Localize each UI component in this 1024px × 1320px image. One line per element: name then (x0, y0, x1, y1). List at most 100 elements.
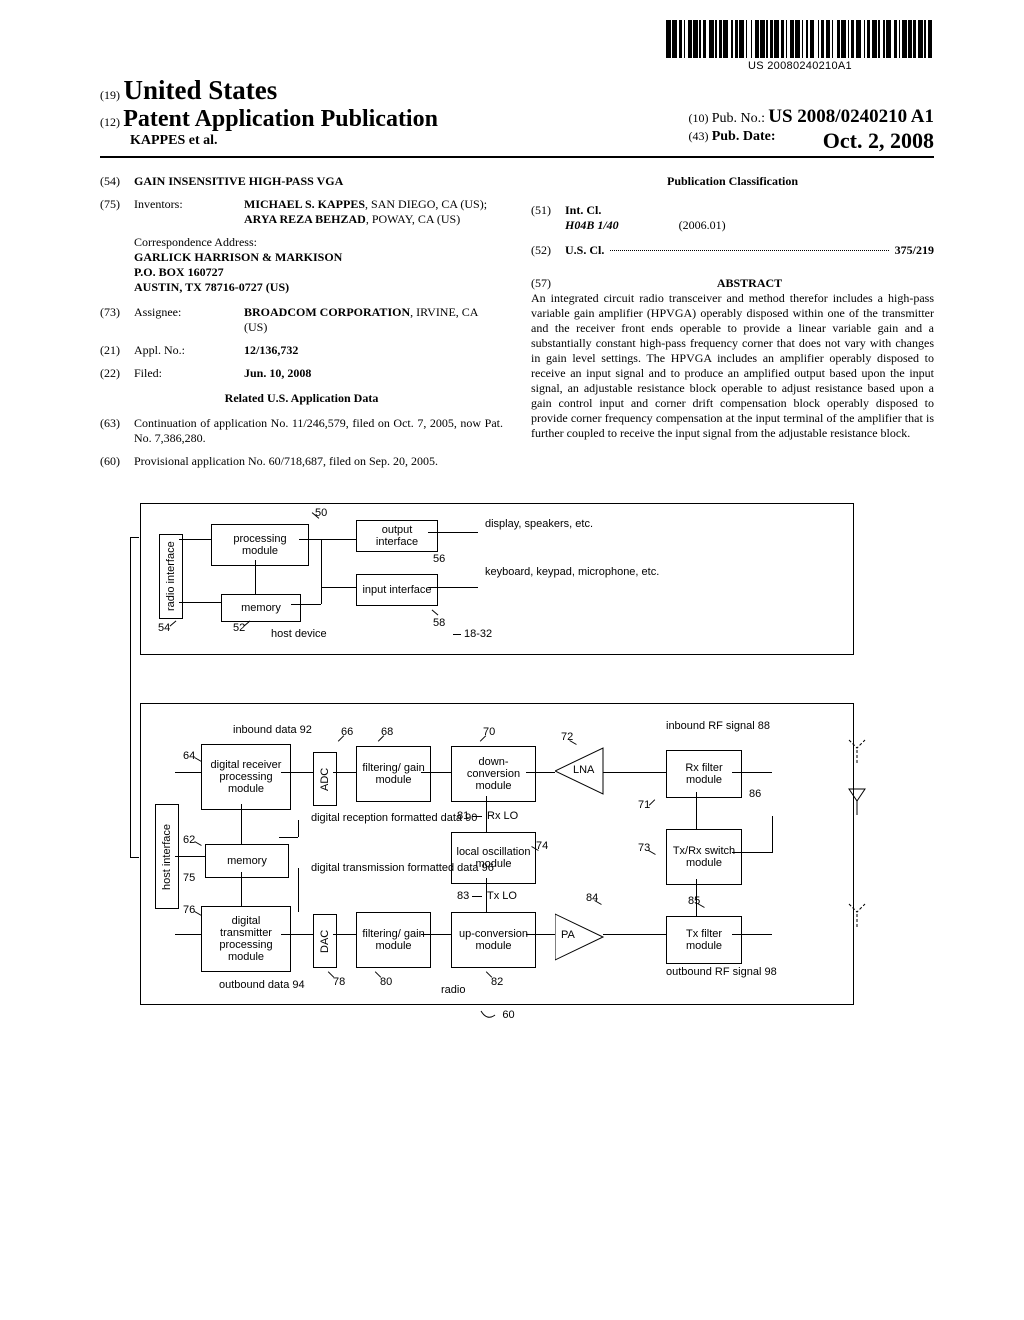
country-code: (19) (100, 88, 120, 102)
patent-page: US 20080240210A1 (19) United States (12)… (0, 0, 1024, 1320)
intcl-class: H04B 1/40 (565, 218, 619, 233)
barcode: US 20080240210A1 (666, 20, 934, 72)
intcl-label: Int. Cl. (565, 203, 934, 218)
cont-code: (63) (100, 416, 134, 446)
pubno-label: Pub. No.: (712, 111, 765, 126)
right-column: Publication Classification (51) Int. Cl.… (531, 174, 934, 477)
prov-value: Provisional application No. 60/718,687, … (134, 454, 503, 469)
barcode-number: US 20080240210A1 (666, 60, 934, 72)
processing-module-box: processing module (211, 524, 309, 566)
uscl-label: U.S. Cl. (565, 243, 604, 258)
lead-78: 78 (333, 976, 345, 988)
down-conversion-box: down-conversion module (451, 746, 536, 802)
txrx-switch-box: Tx/Rx switch module (666, 829, 742, 885)
pubno-code: (10) (688, 111, 708, 125)
uscl-code: (52) (531, 243, 565, 258)
related-header: Related U.S. Application Data (100, 391, 503, 406)
pub-code: (12) (100, 115, 120, 129)
prov-code: (60) (100, 454, 134, 469)
lead-75: 75 (183, 872, 195, 884)
pubdate-code: (43) (688, 129, 708, 143)
author-line: KAPPES et al. (130, 133, 438, 149)
radio-label: radio (441, 984, 465, 996)
txlo-label: Tx LO (487, 890, 517, 902)
digital-reception-label: digital reception formatted data 90 (311, 812, 431, 824)
figure-1: radio interface processing module memory… (140, 503, 854, 655)
pubdate-label: Pub. Date: (712, 129, 776, 144)
assignee-label: Assignee: (134, 305, 244, 335)
lead-86: 86 (749, 788, 761, 800)
memory-box: memory (221, 594, 301, 622)
assignee-field: (73) Assignee: BROADCOM CORPORATION, IRV… (100, 305, 503, 335)
correspondence-block: Correspondence Address: GARLICK HARRISON… (134, 235, 503, 295)
lead-64: 64 (183, 750, 195, 762)
lead-52: 52 (233, 622, 245, 634)
lead-1832: 18-32 (464, 628, 492, 640)
input-interface-box: input interface (356, 574, 438, 606)
assignee-value: BROADCOM CORPORATION, IRVINE, CA (US) (244, 305, 503, 335)
abs-code: (57) (531, 276, 565, 291)
lna-label: LNA (573, 764, 594, 776)
pub-type: Patent Application Publication (123, 106, 438, 132)
intcl-code: (51) (531, 203, 565, 233)
intcl-value: Int. Cl. H04B 1/40 (2006.01) (565, 203, 934, 233)
intcl-field: (51) Int. Cl. H04B 1/40 (2006.01) (531, 203, 934, 233)
antenna-rx-icon (845, 738, 869, 764)
continuation-field: (63) Continuation of application No. 11/… (100, 416, 503, 446)
inventors-field: (75) Inventors: MICHAEL S. KAPPES, SAN D… (100, 197, 503, 227)
pubclass-header: Publication Classification (531, 174, 934, 189)
intcl-date: (2006.01) (679, 218, 726, 233)
country-name: United States (124, 75, 278, 105)
uscl-value: 375/219 (895, 243, 934, 258)
lead-62: 62 (183, 834, 195, 846)
assignee-code: (73) (100, 305, 134, 335)
lead-73: 73 (638, 842, 650, 854)
corr-line3: AUSTIN, TX 78716-0727 (US) (134, 280, 503, 295)
output-interface-box: output interface (356, 520, 438, 552)
uscl-field: (52) U.S. Cl. 375/219 (531, 243, 934, 258)
radio-interface-box: radio interface (159, 534, 183, 619)
corr-line1: GARLICK HARRISON & MARKISON (134, 250, 503, 265)
corr-line2: P.O. BOX 160727 (134, 265, 503, 280)
title-code: (54) (100, 174, 134, 189)
lead-56: 56 (433, 553, 445, 565)
filed-value: Jun. 10, 2008 (244, 366, 503, 381)
filed-field: (22) Filed: Jun. 10, 2008 (100, 366, 503, 381)
rxlo-label: Rx LO (487, 810, 518, 822)
lead-60: 60 (502, 1009, 514, 1021)
figure-2: host interface digital receiver processi… (140, 703, 854, 1005)
abstract-header: ABSTRACT (565, 276, 934, 291)
local-osc-box: local oscillation module (451, 832, 536, 884)
abstract-text: An integrated circuit radio transceiver … (531, 291, 934, 441)
figures-area: radio interface processing module memory… (100, 503, 934, 1021)
outbound-data-label: outbound data 94 (219, 979, 305, 991)
applno-code: (21) (100, 343, 134, 358)
lead-81: 81 (457, 810, 469, 822)
inventors-value: MICHAEL S. KAPPES, SAN DIEGO, CA (US); A… (244, 197, 503, 227)
adc-box: ADC (313, 752, 337, 806)
inbound-data-label: inbound data 92 (233, 724, 312, 736)
inbound-rf-label: inbound RF signal 88 (666, 720, 741, 732)
lead-85: 85 (688, 895, 700, 907)
dac-box: DAC (313, 914, 337, 968)
biblio-columns: (54) GAIN INSENSITIVE HIGH-PASS VGA (75)… (100, 174, 934, 477)
outbound-rf-label: outbound RF signal 98 (666, 966, 741, 978)
applno-field: (21) Appl. No.: 12/136,732 (100, 343, 503, 358)
filed-code: (22) (100, 366, 134, 381)
barcode-bars (666, 20, 934, 58)
header-left: (12) Patent Application Publication KAPP… (100, 106, 438, 154)
rx-filter-box: Rx filter module (666, 750, 742, 798)
cont-value: Continuation of application No. 11/246,5… (134, 416, 503, 446)
lead-58: 58 (433, 617, 445, 629)
host-device-label: host device (271, 628, 327, 640)
inventors-label: Inventors: (134, 197, 244, 227)
filter-gain-tx-box: filtering/ gain module (356, 912, 431, 968)
uscl-dots (610, 250, 888, 251)
lead-54: 54 (158, 622, 170, 634)
pubdate: Oct. 2, 2008 (823, 128, 934, 154)
antenna-main-icon (845, 787, 869, 817)
filed-label: Filed: (134, 366, 244, 381)
antenna-tx-icon (845, 902, 869, 928)
tx-filter-box: Tx filter module (666, 916, 742, 964)
header-row: (12) Patent Application Publication KAPP… (100, 106, 934, 158)
